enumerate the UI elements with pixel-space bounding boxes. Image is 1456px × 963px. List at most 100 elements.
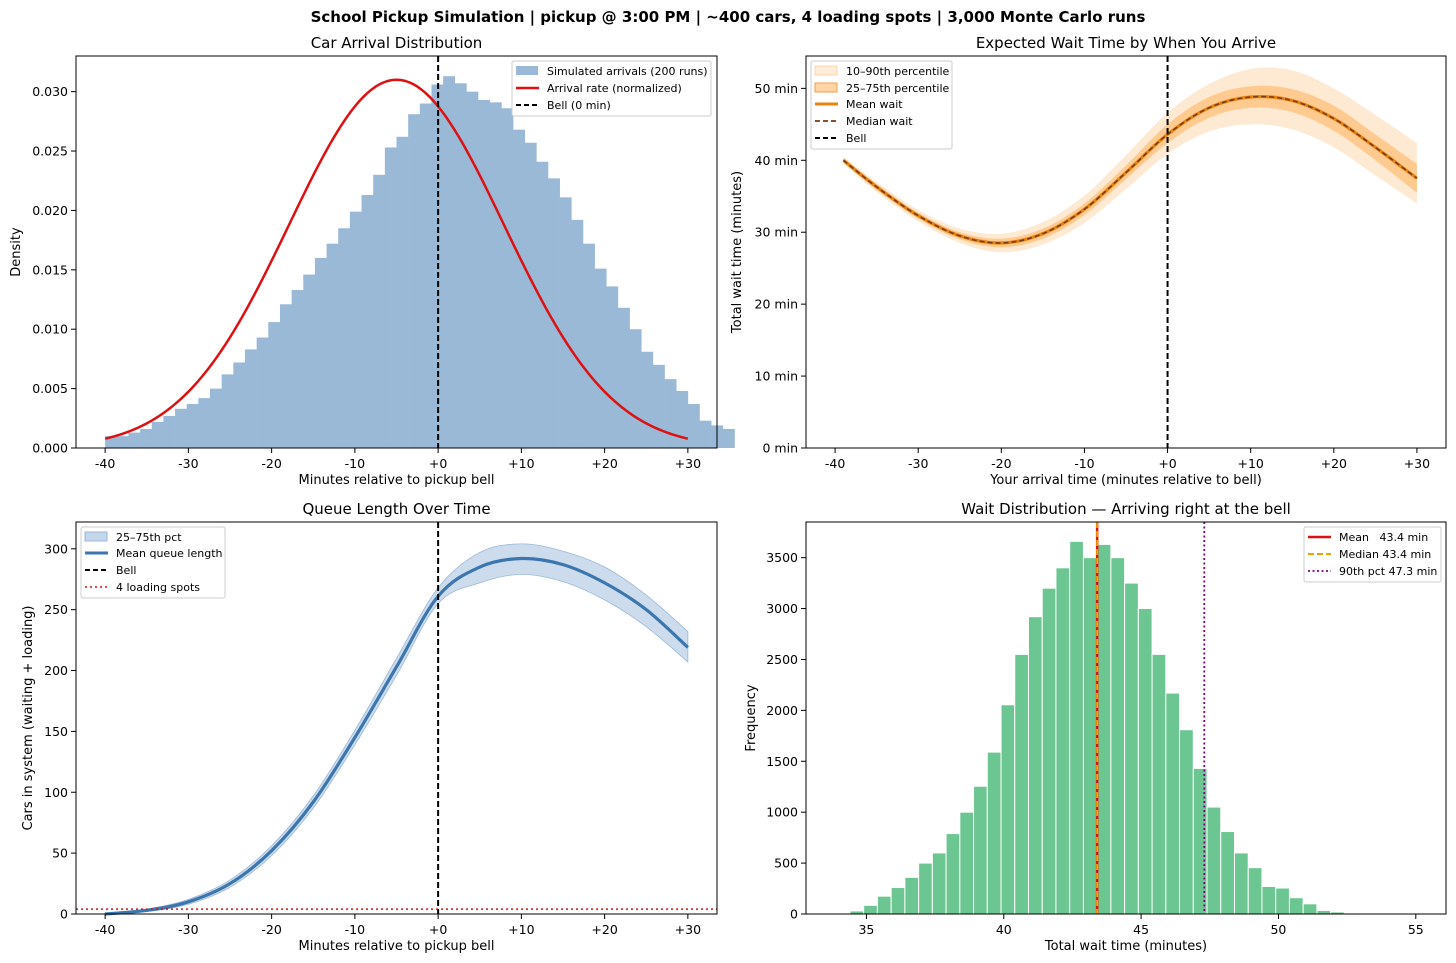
arrival-hist-bar: [186, 404, 199, 448]
y-tick-label: 0.000: [32, 441, 68, 456]
y-tick-label: 0.030: [32, 84, 68, 99]
y-tick-label: 2500: [766, 652, 798, 667]
dist-hist-bar: [1247, 867, 1263, 915]
dist-hist-bar: [904, 876, 920, 915]
y-tick-label: 3500: [766, 550, 798, 565]
arrival-legend-hist-swatch: [516, 66, 538, 75]
x-tick-label: +30: [1404, 456, 1430, 471]
dist-hist-bar: [1206, 806, 1222, 915]
queue-band-25-75: [104, 543, 689, 915]
y-tick-label: 0 min: [763, 441, 799, 456]
arrival-hist-bar: [687, 404, 700, 448]
arrival-hist-bar: [373, 174, 386, 448]
queue-mean-line: [104, 556, 689, 916]
dist-hist-bar: [1165, 692, 1181, 915]
wait-axes-frame: [805, 55, 1447, 449]
dist-hist-bar: [931, 852, 947, 915]
dist-hist-bar: [1000, 704, 1016, 915]
dist-hist-bar: [1041, 587, 1057, 915]
queue-legend-box: [80, 526, 226, 599]
arrival-hist-bar: [513, 129, 525, 448]
arrival-hist-bar: [338, 228, 351, 448]
dist-hist-bar: [1233, 852, 1249, 915]
arrival-hist-bar: [303, 274, 316, 448]
arrival-hist-bar: [198, 398, 211, 448]
arrival-rate-curve: [104, 78, 689, 440]
x-tick-label: 40: [996, 922, 1012, 937]
arrival-curve-layer: [104, 78, 689, 440]
x-tick-label: +10: [508, 456, 534, 471]
dist-hist-bar: [1124, 582, 1139, 915]
dist-hist-bar: [1151, 653, 1167, 915]
y-tick-label: 0.015: [32, 262, 68, 277]
dist-y-ticks: 0 500 1000 1500 2000 2500 3000 3500: [766, 550, 806, 922]
y-tick-label: 2000: [766, 703, 798, 718]
arrival-hist-bar: [617, 307, 630, 448]
y-tick-label: 100: [44, 785, 68, 800]
arrival-hist-bar: [606, 286, 619, 448]
queue-title: Queue Length Over Time: [302, 500, 490, 518]
dist-hist-bar: [1096, 543, 1112, 915]
arrival-hist-bar: [536, 161, 549, 449]
arrival-axes-frame: [75, 55, 718, 449]
x-tick-label: -20: [991, 456, 1011, 471]
x-tick-label: +30: [675, 922, 701, 937]
wait-legend-median: Median wait: [846, 115, 913, 128]
arrival-hist-bar: [699, 420, 712, 448]
arrival-hist-bar: [524, 142, 537, 448]
dist-hist-bar: [1027, 616, 1043, 915]
queue-series: [104, 543, 689, 916]
wait-legend-p2575: 25–75th percentile: [846, 82, 950, 95]
arrival-hist-bar: [641, 351, 654, 448]
x-tick-label: 55: [1408, 922, 1424, 937]
dist-hist-bar: [1069, 540, 1084, 915]
dist-x-ticks: 35 40 45 50 55: [858, 914, 1424, 937]
y-tick-label: 0.010: [32, 322, 68, 337]
wait-bands: [842, 67, 1418, 253]
arrival-hist-bar: [361, 194, 374, 448]
arrival-hist-bar: [210, 388, 222, 448]
dist-hist-bar: [1220, 831, 1235, 915]
arrival-legend-box: [511, 60, 712, 117]
wait-title: Expected Wait Time by When You Arrive: [976, 34, 1276, 52]
arrival-legend: Simulated arrivals (200 runs) Arrival ra…: [511, 60, 712, 117]
dist-histogram: [835, 540, 1359, 915]
y-tick-label: 10 min: [755, 369, 798, 384]
arrival-hist-bar: [594, 268, 607, 448]
y-tick-label: 1500: [766, 754, 798, 769]
x-tick-label: -20: [261, 922, 281, 937]
y-tick-label: 30 min: [755, 225, 798, 240]
arrival-hist-bar: [722, 428, 735, 448]
dist-legend-p90: 90th pct 47.3 min: [1339, 565, 1437, 578]
arrival-hist-bar: [582, 243, 595, 448]
arrival-hist-bar: [454, 83, 467, 448]
arrival-legend-hist: Simulated arrivals (200 runs): [547, 65, 708, 78]
arrival-hist-bar: [548, 178, 560, 449]
y-tick-label: 50 min: [755, 81, 798, 96]
arrival-hist-bar: [501, 108, 514, 449]
dist-axes-frame: [805, 521, 1447, 915]
x-tick-label: +20: [591, 456, 617, 471]
arrival-hist-bar: [349, 211, 362, 448]
arrival-legend-curve: Arrival rate (normalized): [547, 82, 682, 95]
arrival-legend-bell: Bell (0 min): [547, 99, 611, 112]
arrival-hist-bar: [478, 99, 491, 449]
x-tick-label: -20: [261, 456, 281, 471]
arrival-hist-bar: [151, 421, 164, 448]
dist-hist-bar: [890, 887, 906, 915]
queue-y-ticks: 0 50 100 150 200 250 300: [44, 541, 76, 922]
queue-legend-band: 25–75th pct: [116, 531, 182, 544]
arrival-hist-bar: [314, 257, 327, 448]
dist-hist-bar: [1179, 729, 1194, 915]
arrival-hist-bar: [256, 337, 269, 448]
y-tick-label: 0.005: [32, 381, 68, 396]
y-tick-label: 300: [44, 541, 68, 556]
dist-hist-bar: [986, 751, 1002, 915]
x-tick-label: +20: [591, 922, 617, 937]
wait-band-25-75: [843, 85, 1417, 248]
y-tick-label: 0.020: [32, 203, 68, 218]
dist-hist-bar: [1055, 567, 1071, 915]
y-tick-label: 50: [52, 846, 68, 861]
queue-legend-band-swatch: [84, 531, 108, 542]
